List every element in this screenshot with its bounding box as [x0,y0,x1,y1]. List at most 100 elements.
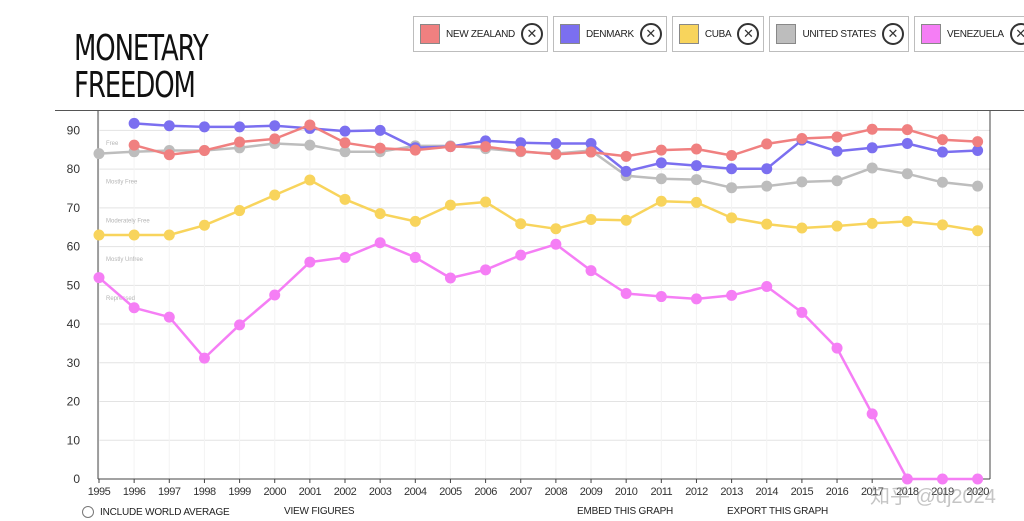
point-venezuela-2018 [901,473,913,485]
watermark: 知乎 @dj2024 [870,486,996,508]
point-united-states-2017 [866,162,878,174]
point-united-states-2018 [901,168,913,180]
x-tick-label: 1998 [193,486,216,498]
header-divider [55,110,1024,111]
point-denmark-2012 [690,160,702,172]
point-venezuela-2003 [374,237,386,249]
series-line-cuba [99,178,978,237]
title-line-1: MONETARY [74,28,209,69]
point-united-states-2014 [761,180,773,192]
new-zealand-swatch [420,24,440,44]
point-cuba-2011 [655,195,667,207]
point-cuba-2015 [796,222,808,234]
y-tick-label: 70 [67,201,81,215]
x-tick-label: 2017 [861,486,884,498]
page-title: MONETARY FREEDOM [74,28,209,104]
point-denmark-2010 [620,165,632,177]
point-new-zealand-2020 [972,136,984,148]
x-tick-label: 1996 [123,486,146,498]
point-united-states-2015 [796,176,808,188]
point-venezuela-2010 [620,287,632,299]
legend-item-venezuela[interactable]: VENEZUELA ✕ [913,16,1024,52]
point-new-zealand-2000 [269,133,281,145]
point-new-zealand-2002 [339,137,351,149]
point-denmark-2003 [374,124,386,136]
close-icon[interactable]: ✕ [639,23,662,45]
point-venezuela-2014 [761,280,773,292]
close-icon[interactable]: ✕ [1009,23,1024,45]
close-icon[interactable]: ✕ [881,23,904,45]
point-denmark-2019 [936,146,948,158]
point-united-states-2016 [831,175,843,187]
point-new-zealand-2001 [304,119,316,131]
x-tick-label: 2007 [509,486,532,498]
point-cuba-2006 [480,196,492,208]
point-venezuela-2004 [409,251,421,263]
x-tick-label: 2008 [545,486,568,498]
point-cuba-2017 [866,217,878,229]
world-average-toggle[interactable]: INCLUDE WORLD AVERAGE [82,506,230,518]
y-tick-label: 30 [67,356,81,370]
point-cuba-1997 [163,229,175,241]
point-new-zealand-2011 [655,144,667,156]
point-new-zealand-2008 [550,148,562,160]
embed-graph-link[interactable]: EMBED THIS GRAPH [577,506,674,517]
point-denmark-2000 [269,120,281,132]
point-new-zealand-2013 [726,150,738,162]
point-new-zealand-2017 [866,123,878,135]
point-cuba-1996 [128,229,140,241]
x-tick-label: 1999 [228,486,251,498]
point-venezuela-2019 [936,473,948,485]
close-icon[interactable]: ✕ [520,23,543,45]
legend-item-united-states[interactable]: UNITED STATES ✕ [769,16,909,52]
series-line-venezuela [98,241,978,481]
cuba-label: CUBA [704,28,732,40]
denmark-label: DENMARK [585,28,634,40]
point-united-states-2011 [655,173,667,185]
point-venezuela-2017 [866,408,878,420]
point-cuba-2005 [444,199,456,211]
venezuela-label: VENEZUELA [946,28,1004,40]
point-new-zealand-2014 [761,138,773,150]
legend-item-cuba[interactable]: CUBA ✕ [671,16,765,52]
point-denmark-1997 [163,120,175,132]
y-tick-label: 10 [67,433,81,447]
y-tick-label: 20 [67,395,81,409]
point-new-zealand-1996 [128,139,140,151]
radio-icon[interactable] [82,506,94,518]
x-tick-label: 2006 [474,486,497,498]
x-tick-label: 2003 [369,486,392,498]
x-tick-label: 2014 [756,486,779,498]
band-label: Free [106,141,119,147]
point-denmark-2018 [901,138,913,150]
point-denmark-2017 [866,142,878,154]
point-cuba-2018 [901,215,913,227]
point-venezuela-2011 [655,291,667,303]
point-cuba-2008 [550,223,562,235]
cuba-swatch [678,24,699,44]
point-venezuela-2009 [585,265,597,277]
point-united-states-2019 [936,176,948,188]
y-tick-label: 40 [67,317,81,331]
legend-item-denmark[interactable]: DENMARK ✕ [552,16,667,52]
x-tick-label: 2012 [685,486,708,498]
point-denmark-2014 [761,163,773,175]
point-venezuela-2020 [972,473,984,485]
point-venezuela-2013 [726,289,738,301]
point-cuba-2013 [726,212,738,224]
export-graph-link[interactable]: EXPORT THIS GRAPH [727,506,829,517]
legend-item-new-zealand[interactable]: NEW ZEALAND ✕ [413,16,548,52]
band-label: Mostly Unfree [106,257,144,263]
point-venezuela-1999 [234,319,246,331]
view-figures-link[interactable]: VIEW FIGURES [284,506,355,517]
point-venezuela-2002 [339,251,351,263]
point-denmark-1998 [198,121,210,133]
point-venezuela-2016 [831,342,843,354]
point-new-zealand-2006 [480,141,492,153]
point-cuba-2001 [304,174,316,186]
point-denmark-2009 [585,138,597,150]
close-icon[interactable]: ✕ [737,23,760,45]
x-tick-label: 2016 [826,486,849,498]
band-label: Repressed [106,296,135,302]
point-venezuela-1997 [163,311,175,323]
